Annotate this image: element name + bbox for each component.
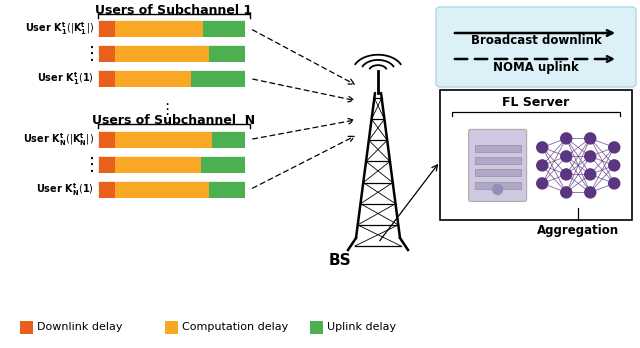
Text: Uplink delay: Uplink delay bbox=[327, 323, 396, 332]
Text: User $\mathbf{K}_\mathbf{N}^\mathbf{t}(\mathbf{1})$: User $\mathbf{K}_\mathbf{N}^\mathbf{t}(\… bbox=[36, 181, 94, 198]
Bar bbox=[203, 20, 246, 37]
Text: Aggregation: Aggregation bbox=[537, 224, 620, 237]
Circle shape bbox=[609, 142, 620, 153]
Circle shape bbox=[561, 133, 572, 144]
Bar bbox=[191, 70, 246, 87]
Text: User $\mathbf{K}_\mathbf{1}^\mathbf{t}(|\mathbf{K}_\mathbf{1}^\mathbf{t}|)$: User $\mathbf{K}_\mathbf{1}^\mathbf{t}(|… bbox=[25, 20, 94, 37]
Bar bbox=[115, 20, 203, 37]
Circle shape bbox=[585, 169, 596, 180]
Text: FL Server: FL Server bbox=[502, 96, 570, 109]
Bar bbox=[209, 45, 245, 62]
Bar bbox=[165, 321, 178, 334]
Text: User $\mathbf{K}_\mathbf{1}^\mathbf{t}(\mathbf{1})$: User $\mathbf{K}_\mathbf{1}^\mathbf{t}(\… bbox=[37, 70, 94, 87]
Bar bbox=[98, 181, 250, 198]
Bar bbox=[98, 156, 115, 173]
Bar bbox=[440, 90, 632, 220]
Bar bbox=[98, 156, 250, 173]
Text: Users of Subchannel  N: Users of Subchannel N bbox=[92, 114, 255, 127]
Circle shape bbox=[537, 142, 548, 153]
Text: Downlink delay: Downlink delay bbox=[37, 323, 122, 332]
Circle shape bbox=[561, 187, 572, 198]
Bar bbox=[98, 70, 115, 87]
Circle shape bbox=[585, 151, 596, 162]
Circle shape bbox=[537, 160, 548, 171]
Bar bbox=[115, 70, 191, 87]
Bar bbox=[310, 321, 323, 334]
Text: $\vdots$: $\vdots$ bbox=[159, 101, 169, 117]
Bar bbox=[98, 131, 250, 148]
Circle shape bbox=[537, 178, 548, 189]
Bar bbox=[475, 157, 520, 164]
Bar bbox=[115, 156, 202, 173]
Bar bbox=[475, 145, 520, 152]
Bar bbox=[209, 181, 245, 198]
Text: User $\mathbf{K}_\mathbf{N}^\mathbf{t}(|\mathbf{K}_\mathbf{N}^\mathbf{t}|)$: User $\mathbf{K}_\mathbf{N}^\mathbf{t}(|… bbox=[23, 131, 94, 148]
Text: Users of Subchannel 1: Users of Subchannel 1 bbox=[95, 4, 253, 17]
Bar bbox=[202, 156, 246, 173]
Text: NOMA uplink: NOMA uplink bbox=[493, 61, 579, 74]
Bar bbox=[115, 131, 212, 148]
Circle shape bbox=[609, 160, 620, 171]
Text: $\vdots$: $\vdots$ bbox=[82, 155, 94, 174]
Bar bbox=[115, 181, 209, 198]
Bar bbox=[98, 20, 250, 37]
Bar bbox=[212, 131, 246, 148]
FancyBboxPatch shape bbox=[436, 7, 636, 87]
Circle shape bbox=[493, 184, 502, 195]
Bar bbox=[98, 131, 115, 148]
Bar bbox=[98, 45, 250, 62]
Text: $\vdots$: $\vdots$ bbox=[82, 44, 94, 63]
Bar bbox=[20, 321, 33, 334]
Bar bbox=[98, 70, 250, 87]
Circle shape bbox=[585, 187, 596, 198]
Text: BS: BS bbox=[329, 253, 351, 268]
Text: Broadcast downlink: Broadcast downlink bbox=[470, 34, 602, 47]
Bar bbox=[98, 181, 115, 198]
Bar bbox=[475, 169, 520, 176]
Circle shape bbox=[585, 133, 596, 144]
Bar bbox=[98, 45, 115, 62]
Bar bbox=[475, 182, 520, 189]
Circle shape bbox=[561, 151, 572, 162]
Circle shape bbox=[609, 178, 620, 189]
Bar bbox=[98, 20, 115, 37]
Circle shape bbox=[561, 169, 572, 180]
Bar bbox=[115, 45, 209, 62]
Text: Computation delay: Computation delay bbox=[182, 323, 288, 332]
FancyBboxPatch shape bbox=[468, 129, 527, 201]
